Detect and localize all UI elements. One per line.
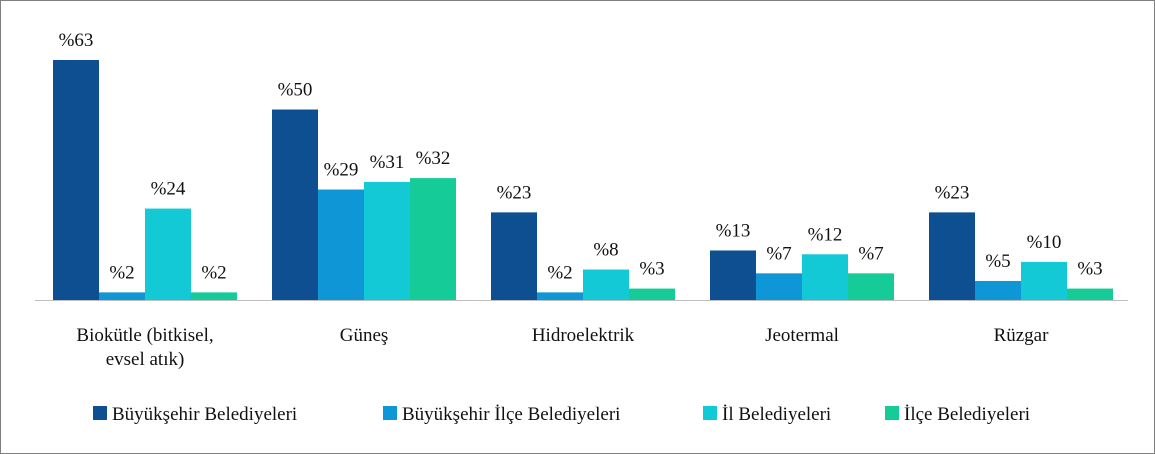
data-label: %5: [985, 251, 1010, 272]
x-tick-label: Rüzgar: [993, 325, 1049, 346]
data-label: %10: [1027, 232, 1062, 253]
bar: [629, 288, 675, 300]
bar: [99, 292, 145, 300]
bar: [53, 60, 99, 300]
x-tick-label: Jeotermal: [765, 325, 839, 346]
data-label: %2: [547, 262, 572, 283]
legend-label: İlçe Belediyeleri: [904, 404, 1030, 425]
data-label: %13: [716, 220, 751, 241]
data-label: %12: [808, 224, 843, 245]
x-tick-label: Güneş: [339, 325, 389, 346]
data-label: %24: [151, 179, 186, 200]
x-tick-label: Hidroelektrik: [531, 325, 635, 346]
data-label: %32: [416, 148, 451, 169]
legend-swatch: [703, 406, 717, 420]
data-label: %2: [109, 262, 134, 283]
legend-swatch: [93, 406, 107, 420]
data-label: %63: [59, 30, 94, 51]
legend-swatch: [885, 406, 899, 420]
bar: [491, 212, 537, 300]
bar: [710, 250, 756, 300]
data-label: %3: [639, 259, 664, 280]
data-label: %50: [278, 80, 313, 101]
bar: [848, 273, 894, 300]
bar: [975, 280, 1021, 300]
bar: [410, 178, 456, 300]
data-label: %23: [497, 182, 532, 203]
data-label: %7: [766, 243, 791, 264]
bar: [191, 292, 237, 300]
legend-swatch: [383, 406, 397, 420]
bar: [145, 208, 191, 300]
legend-label: Büyükşehir Belediyeleri: [112, 404, 297, 425]
bar: [802, 254, 848, 300]
bar: [537, 292, 583, 300]
data-label: %7: [858, 243, 883, 264]
bar: [1021, 261, 1067, 300]
data-label: %23: [935, 182, 970, 203]
data-label: %3: [1077, 259, 1102, 280]
bar: [583, 269, 629, 300]
data-label: %29: [324, 160, 359, 181]
data-label: %31: [370, 152, 405, 173]
bar: [929, 212, 975, 300]
bar: [1067, 288, 1113, 300]
data-label: %8: [593, 240, 618, 261]
bar: [272, 109, 318, 301]
bar: [318, 189, 364, 300]
x-tick-label: Biokütle (bitkisel, evsel atık): [76, 325, 214, 370]
legend-label: Büyükşehir İlçe Belediyeleri: [402, 404, 620, 425]
legend-label: İl Belediyeleri: [722, 404, 831, 425]
bar: [756, 273, 802, 300]
bar: [364, 181, 410, 300]
data-label: %2: [201, 262, 226, 283]
